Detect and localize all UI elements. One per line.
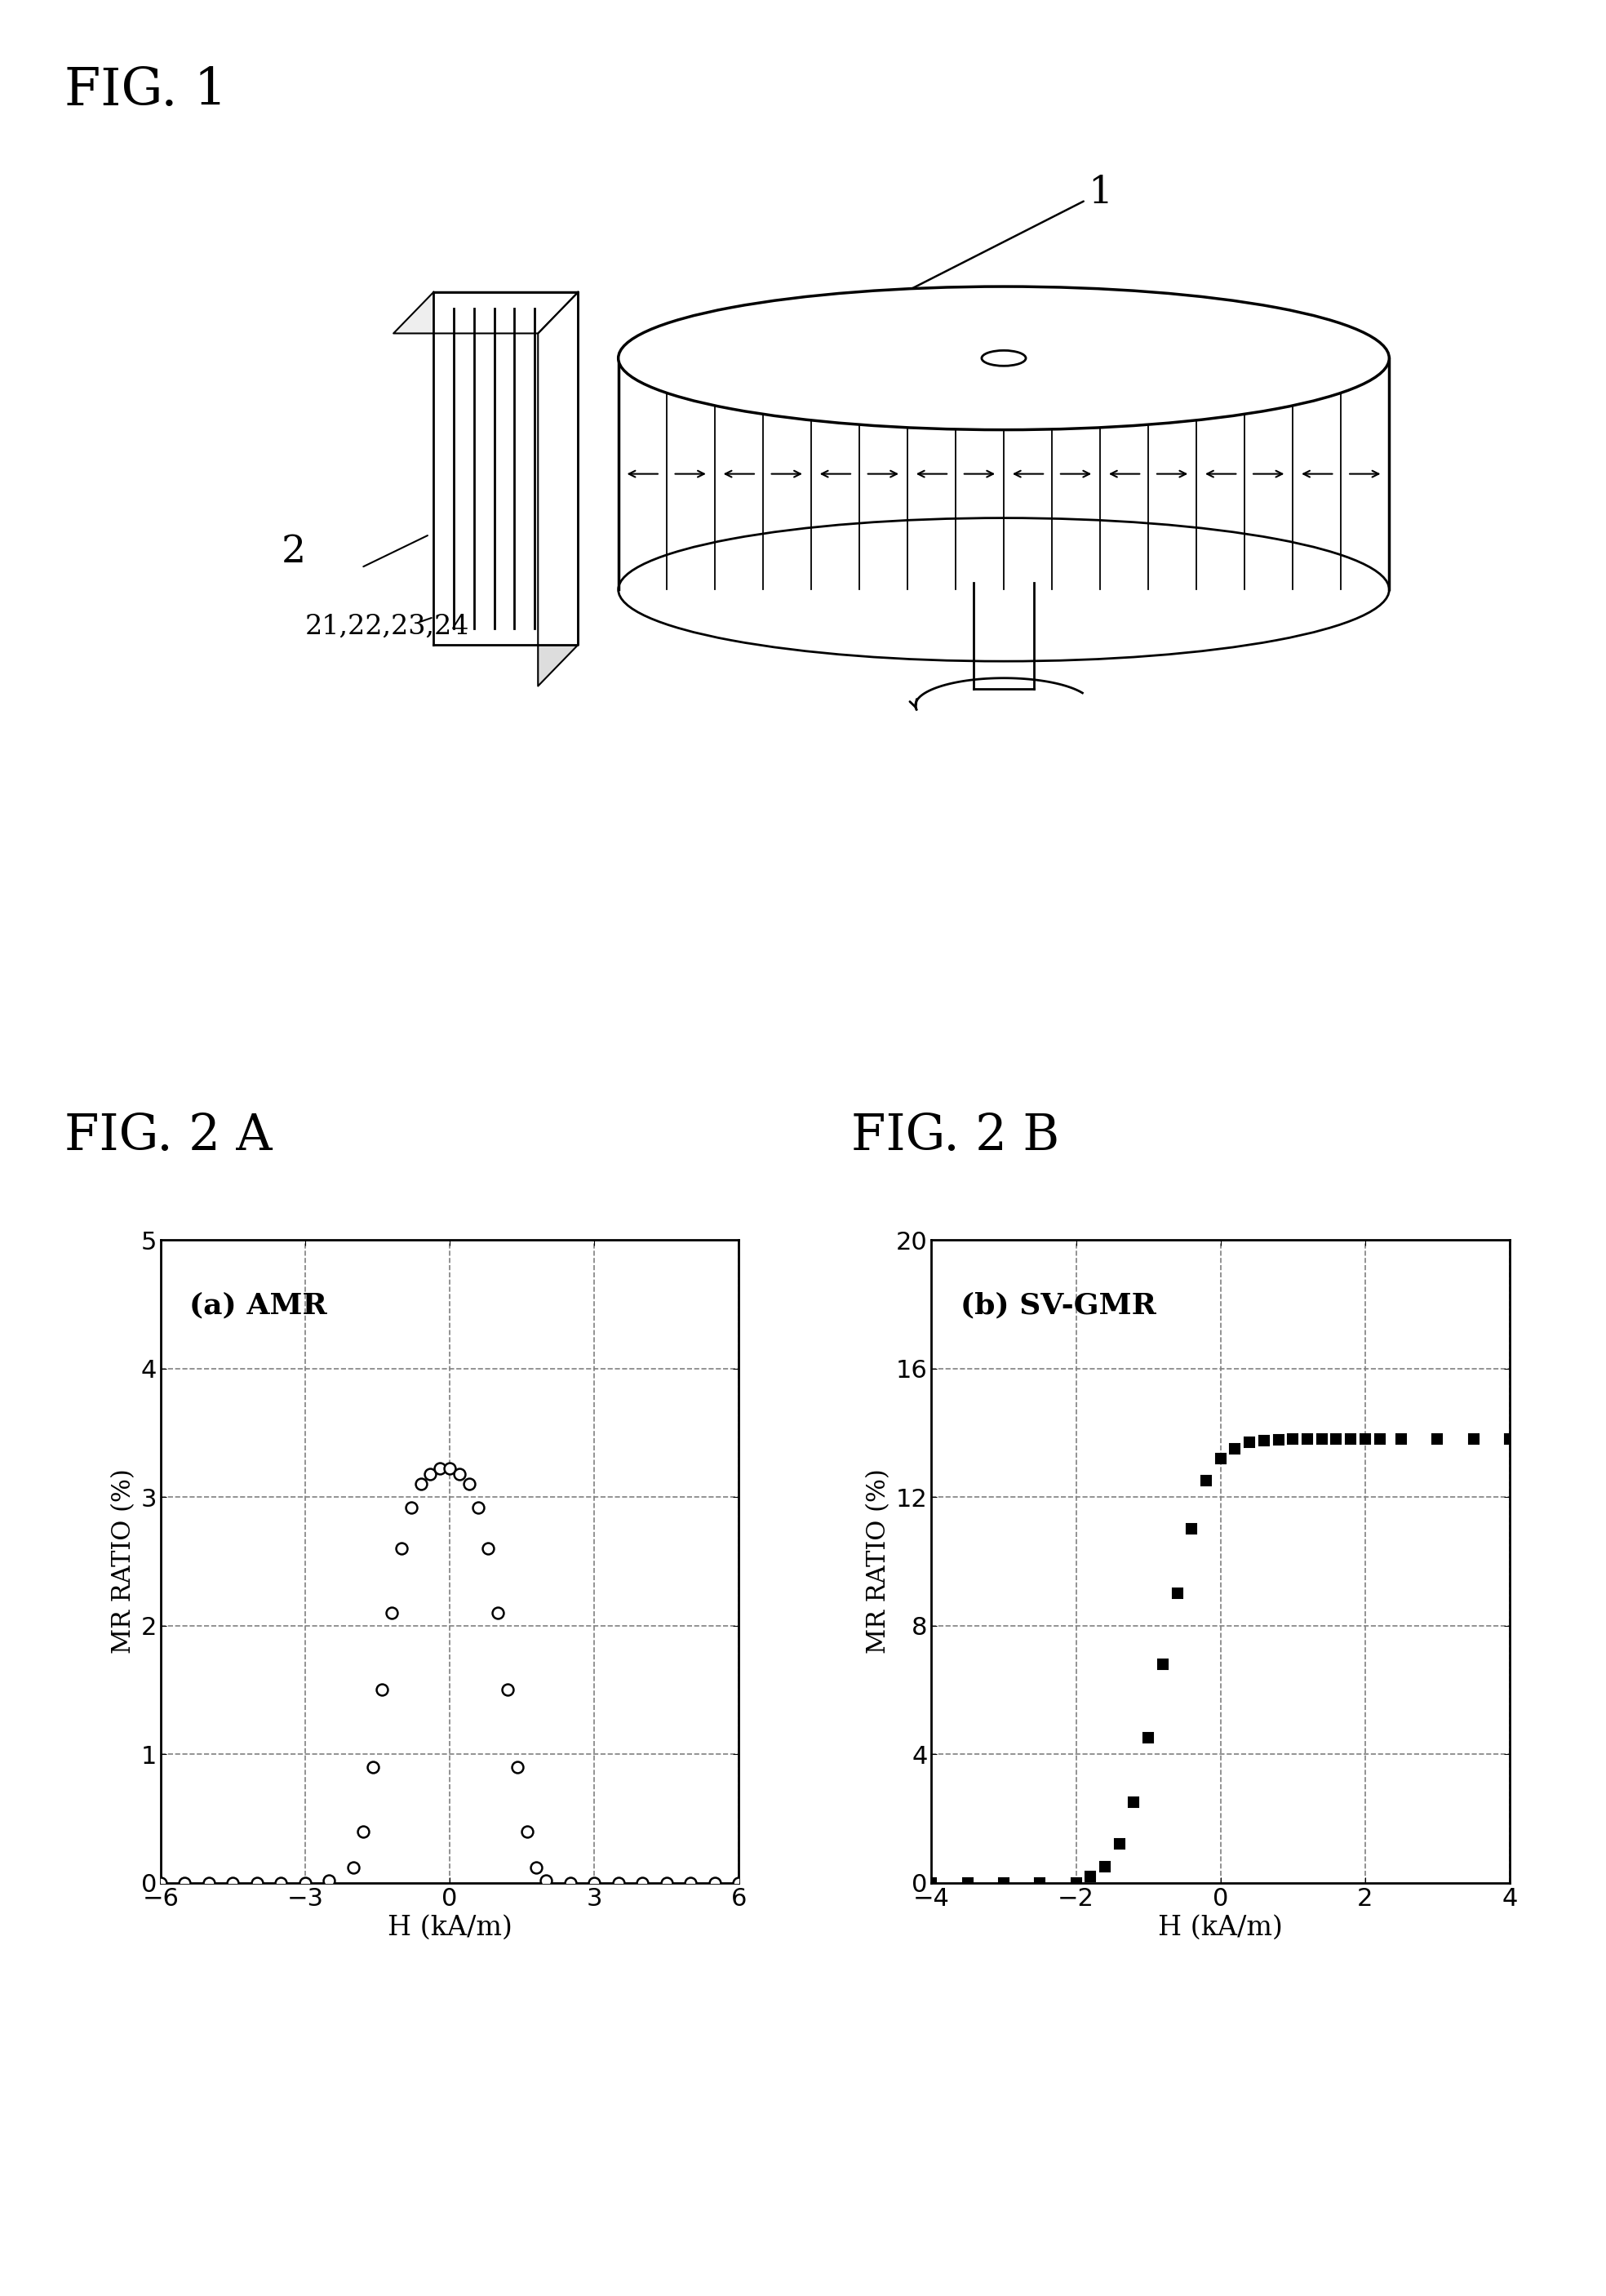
- Ellipse shape: [618, 287, 1389, 429]
- Text: 2: 2: [281, 533, 305, 569]
- Polygon shape: [538, 292, 578, 687]
- Polygon shape: [973, 567, 1034, 689]
- Y-axis label: MR RATIO (%): MR RATIO (%): [866, 1469, 891, 1653]
- Text: FIG. 2 B: FIG. 2 B: [851, 1111, 1060, 1162]
- Polygon shape: [434, 292, 578, 645]
- Text: FIG. 2 A: FIG. 2 A: [64, 1111, 271, 1162]
- Text: 1: 1: [885, 174, 1113, 303]
- Text: FIG. 1: FIG. 1: [64, 67, 226, 117]
- Y-axis label: MR RATIO (%): MR RATIO (%): [111, 1469, 137, 1653]
- Ellipse shape: [618, 519, 1389, 661]
- Text: (b) SV-GMR: (b) SV-GMR: [960, 1290, 1156, 1318]
- Polygon shape: [393, 292, 578, 333]
- Text: 21,22,23,24: 21,22,23,24: [305, 613, 469, 638]
- Polygon shape: [618, 358, 1389, 590]
- X-axis label: H (kA/m): H (kA/m): [387, 1915, 512, 1940]
- X-axis label: H (kA/m): H (kA/m): [1158, 1915, 1283, 1940]
- Ellipse shape: [981, 351, 1026, 365]
- Text: (a) AMR: (a) AMR: [190, 1290, 328, 1318]
